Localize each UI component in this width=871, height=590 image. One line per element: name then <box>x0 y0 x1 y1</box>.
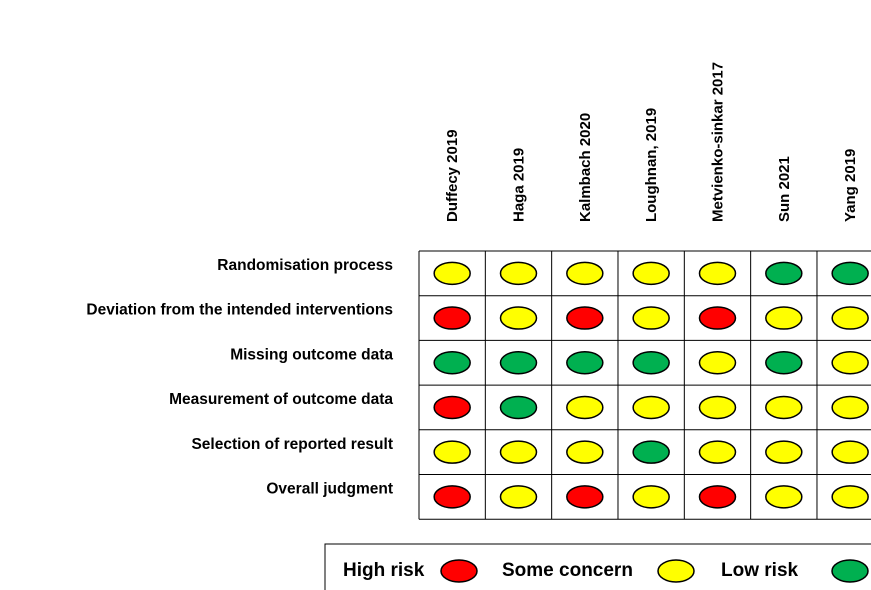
judgment-dot-some-yang-2019 <box>831 395 869 420</box>
legend-box <box>324 543 871 590</box>
judgment-dot-some-loughnan-2019 <box>632 485 670 509</box>
judgment-dot-high-duffecy-2019 <box>433 485 471 509</box>
judgment-dot-some-metvienko-sinkar-2017 <box>698 261 737 286</box>
judgment-dot-some-haga-2019 <box>499 485 538 509</box>
judgment-dot-high-kalmbach-2020 <box>566 485 604 509</box>
legend-label-some: Some concern <box>502 560 633 581</box>
judgment-dot-some-metvienko-sinkar-2017 <box>698 440 737 464</box>
study-header-duffecy-2019: Duffecy 2019 <box>444 129 461 222</box>
study-header-haga-2019: Haga 2019 <box>510 148 527 222</box>
judgment-dot-low-yang-2019 <box>831 261 869 286</box>
legend-swatch-low <box>831 559 869 583</box>
judgment-dot-some-haga-2019 <box>499 440 538 464</box>
judgment-grid <box>418 250 871 520</box>
judgment-dot-low-sun-2021 <box>765 261 803 286</box>
judgment-dot-some-sun-2021 <box>765 306 803 330</box>
legend-swatch-high <box>440 559 478 583</box>
legend-label-high: High risk <box>343 560 425 581</box>
legend: High risk Some concern Low risk <box>324 543 871 590</box>
judgment-dot-high-metvienko-sinkar-2017 <box>698 306 737 330</box>
domain-label-missing-outcome-data: Missing outcome data <box>230 346 393 363</box>
judgment-dot-some-kalmbach-2020 <box>566 261 604 286</box>
judgment-dot-some-sun-2021 <box>765 440 803 464</box>
judgment-dot-low-haga-2019 <box>499 351 538 375</box>
judgment-dot-some-sun-2021 <box>765 395 803 420</box>
judgment-dot-low-kalmbach-2020 <box>566 351 604 375</box>
judgment-dot-some-metvienko-sinkar-2017 <box>698 395 737 420</box>
judgment-dot-high-duffecy-2019 <box>433 306 471 330</box>
judgment-dot-some-duffecy-2019 <box>433 261 471 286</box>
judgment-dot-low-loughnan-2019 <box>632 351 670 375</box>
judgment-dots <box>433 261 869 509</box>
judgment-dot-low-duffecy-2019 <box>433 351 471 375</box>
judgment-dot-high-metvienko-sinkar-2017 <box>698 485 737 509</box>
judgment-dot-some-kalmbach-2020 <box>566 395 604 420</box>
study-header-kalmbach-2020: Kalmbach 2020 <box>577 113 594 222</box>
judgment-dot-low-loughnan-2019 <box>632 440 670 464</box>
judgment-dot-some-haga-2019 <box>499 306 538 330</box>
study-header-sun-2021: Sun 2021 <box>776 156 793 222</box>
judgment-dot-some-duffecy-2019 <box>433 440 471 464</box>
judgment-dot-high-kalmbach-2020 <box>566 306 604 330</box>
legend-swatch-some <box>657 559 695 583</box>
judgment-dot-some-loughnan-2019 <box>632 261 670 286</box>
judgment-dot-some-kalmbach-2020 <box>566 440 604 464</box>
study-headers: Duffecy 2019 Haga 2019 Kalmbach 2020 Loughn… <box>444 62 859 222</box>
judgment-dot-some-yang-2019 <box>831 485 869 509</box>
domain-label-deviation-from-the-intended-interventions: Deviation from the intended intervention… <box>86 302 393 319</box>
judgment-dot-some-yang-2019 <box>831 440 869 464</box>
study-header-metvienko-sinkar-2017: Metvienko-sinkar 2017 <box>709 62 726 222</box>
judgment-dot-some-yang-2019 <box>831 306 869 330</box>
judgment-dot-some-loughnan-2019 <box>632 306 670 330</box>
judgment-dot-some-sun-2021 <box>765 485 803 509</box>
judgment-dot-some-yang-2019 <box>831 351 869 375</box>
judgment-dot-some-haga-2019 <box>499 261 538 286</box>
judgment-dot-some-loughnan-2019 <box>632 395 670 420</box>
judgment-dot-some-metvienko-sinkar-2017 <box>698 351 737 375</box>
domain-label-overall-judgment: Overall judgment <box>266 481 393 498</box>
study-header-loughnan-2019: Loughnan, 2019 <box>643 108 660 222</box>
domain-label-randomisation-process: Randomisation process <box>217 257 393 274</box>
judgment-dot-high-duffecy-2019 <box>433 395 471 420</box>
domain-labels: Randomisation process Deviation from the … <box>86 257 393 498</box>
domain-label-selection-of-reported-result: Selection of reported result <box>191 436 393 453</box>
domain-label-measurement-of-outcome-data: Measurement of outcome data <box>169 391 393 408</box>
study-header-yang-2019: Yang 2019 <box>842 149 859 222</box>
judgment-dot-low-haga-2019 <box>499 395 538 420</box>
judgment-dot-low-sun-2021 <box>765 351 803 375</box>
legend-label-low: Low risk <box>721 560 799 581</box>
